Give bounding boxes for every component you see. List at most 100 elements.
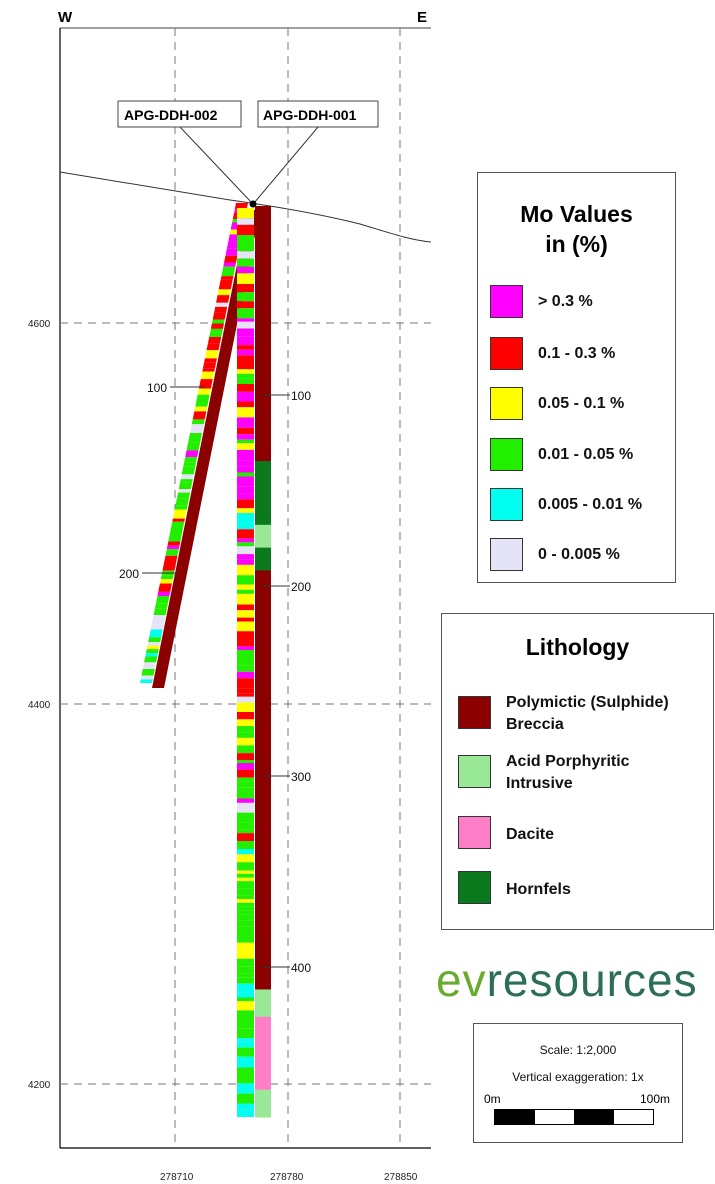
- mo-interval: [237, 769, 254, 778]
- mo-interval: [237, 812, 254, 823]
- mo-interval: [165, 549, 179, 556]
- mo-interval: [237, 833, 254, 841]
- mo-interval: [237, 688, 254, 694]
- mo-interval: [207, 336, 222, 344]
- mo-interval: [237, 763, 254, 770]
- lithology-interval: [255, 989, 271, 1018]
- mo-interval: [141, 669, 155, 676]
- mo-values-legend: Mo Values in (%) > 0.3 % 0.1 - 0.3 % 0.0…: [477, 172, 676, 583]
- scale-bar-segment: [495, 1110, 535, 1124]
- mo-interval: [237, 321, 254, 329]
- mo-interval: [237, 949, 254, 959]
- scale-start-label: 0m: [484, 1092, 501, 1106]
- elevation-tick-4400: 4400: [28, 700, 51, 711]
- lithology-swatch: [458, 816, 491, 849]
- lithology-interval: [255, 524, 271, 549]
- mo-interval: [237, 349, 254, 356]
- mo-legend-label: 0.005 - 0.01 %: [538, 495, 643, 513]
- mo-legend-item: 0.005 - 0.01 %: [490, 488, 642, 521]
- mo-interval: [237, 966, 254, 974]
- mo-interval: [237, 301, 254, 309]
- mo-interval: [175, 498, 189, 506]
- mo-interval: [237, 538, 254, 543]
- mo-interval: [198, 379, 213, 389]
- mo-interval: [158, 583, 172, 592]
- mo-interval: [237, 554, 254, 560]
- mo-interval: [237, 854, 254, 863]
- mo-interval: [237, 926, 254, 937]
- mo-interval: [237, 656, 254, 666]
- lithology-swatch: [458, 755, 491, 788]
- mo-interval: [237, 384, 254, 392]
- mo-interval: [237, 920, 254, 927]
- mo-interval: [237, 1109, 254, 1114]
- mo-interval: [218, 279, 233, 290]
- mo-interval: [154, 603, 168, 609]
- lithology-legend-label: Polymictic (Sulphide) Breccia: [506, 694, 669, 733]
- mo-interval: [237, 712, 254, 720]
- mo-interval: [147, 642, 161, 646]
- mo-interval: [237, 737, 254, 746]
- mo-interval: [237, 910, 254, 915]
- mo-interval: [237, 378, 254, 385]
- mo-legend-item: > 0.3 %: [490, 285, 593, 318]
- mo-interval: [237, 881, 254, 889]
- lithology-interval: [255, 461, 271, 526]
- mo-interval: [167, 541, 181, 546]
- mo-interval: [237, 610, 254, 618]
- mo-swatch: [490, 285, 523, 318]
- mo-interval: [237, 870, 254, 874]
- mo-interval: [237, 251, 254, 259]
- mo-interval: [176, 492, 191, 499]
- mo-interval: [237, 977, 254, 984]
- mo-interval: [237, 840, 254, 850]
- mo-interval: [237, 787, 254, 799]
- mo-interval: [237, 942, 254, 950]
- mo-interval: [237, 1067, 254, 1078]
- mo-interval: [237, 460, 254, 467]
- mo-interval: [237, 266, 254, 274]
- mo-interval: [163, 555, 178, 565]
- hole-002-depth-label-100: 100: [147, 381, 167, 395]
- mo-interval: [202, 362, 217, 369]
- mo-interval: [216, 295, 230, 303]
- mo-interval: [202, 368, 215, 372]
- mo-legend-title-text: Mo Values in (%): [520, 201, 633, 257]
- mo-interval: [237, 849, 254, 855]
- mo-interval: [237, 802, 254, 813]
- mo-interval: [223, 262, 237, 267]
- mo-interval: [237, 369, 254, 374]
- mo-swatch: [490, 438, 523, 471]
- exaggeration-text: Vertical exaggeration: 1x: [512, 1070, 644, 1084]
- mo-interval: [237, 1083, 254, 1094]
- mo-interval: [210, 328, 223, 333]
- mo-interval: [237, 589, 254, 594]
- mo-interval: [237, 486, 254, 494]
- mo-interval: [237, 466, 254, 473]
- mo-interval: [237, 671, 254, 679]
- mo-interval: [237, 1056, 254, 1068]
- scale-bar-segment: [534, 1110, 574, 1124]
- mo-interval: [237, 1019, 254, 1029]
- mo-interval: [172, 509, 187, 519]
- lithology-legend-label: Hornfels: [506, 880, 571, 898]
- mo-interval: [237, 877, 254, 882]
- scale-bar-segment: [613, 1110, 653, 1124]
- mo-interval: [237, 1028, 254, 1032]
- mo-interval: [237, 273, 254, 285]
- mo-interval: [180, 479, 193, 483]
- mo-interval: [237, 777, 254, 782]
- hole-001-depth-label-400: 400: [291, 961, 311, 975]
- mo-interval: [237, 719, 254, 727]
- mo-interval: [225, 248, 239, 256]
- mo-interval: [170, 521, 185, 530]
- mo-interval: [237, 888, 254, 896]
- mo-interval: [197, 388, 211, 395]
- mo-interval: [237, 973, 254, 978]
- mo-swatch: [490, 488, 523, 521]
- mo-interval: [237, 992, 254, 998]
- mo-interval: [237, 235, 254, 242]
- mo-interval: [181, 466, 196, 475]
- mo-interval: [237, 593, 254, 605]
- mo-interval: [188, 433, 202, 443]
